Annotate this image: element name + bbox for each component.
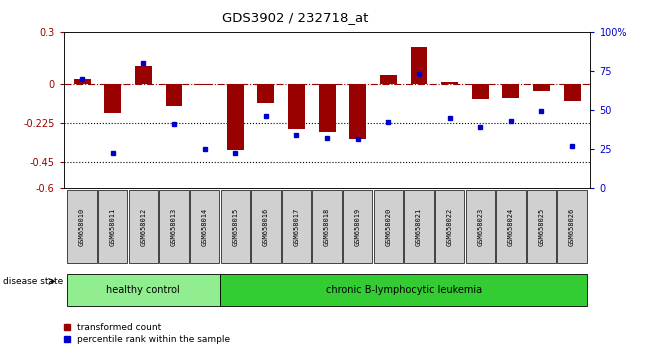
Bar [343,190,372,263]
Text: GSM658011: GSM658011 [110,207,115,246]
Text: GSM658020: GSM658020 [385,207,391,246]
Bar [282,190,311,263]
Text: GSM658022: GSM658022 [447,207,453,246]
Bar [258,84,274,103]
Bar [221,190,250,263]
Bar [135,67,152,84]
Text: GSM658012: GSM658012 [140,207,146,246]
Bar [190,190,219,263]
Text: GSM658023: GSM658023 [477,207,483,246]
Bar [533,84,550,91]
Text: GSM658019: GSM658019 [355,207,361,246]
Bar [496,190,525,263]
Bar [129,190,158,263]
Bar [527,190,556,263]
Text: disease state: disease state [3,277,63,286]
Text: GDS3902 / 232718_at: GDS3902 / 232718_at [222,11,368,24]
Bar [503,84,519,98]
Bar [319,84,336,132]
Bar [288,84,305,129]
Bar [313,190,342,263]
Text: GSM658024: GSM658024 [508,207,514,246]
Text: GSM658025: GSM658025 [539,207,544,246]
Bar [558,190,587,263]
Bar [472,84,488,99]
Bar [196,84,213,85]
Bar [74,79,91,84]
Text: GSM658016: GSM658016 [263,207,269,246]
Bar [466,190,495,263]
Text: GSM658015: GSM658015 [232,207,238,246]
Text: GSM658010: GSM658010 [79,207,85,246]
Text: GSM658017: GSM658017 [293,207,299,246]
Bar [227,84,244,149]
Text: GSM658018: GSM658018 [324,207,330,246]
Text: GSM658026: GSM658026 [569,207,575,246]
Bar [374,190,403,263]
Text: transformed count: transformed count [77,323,162,332]
Text: percentile rank within the sample: percentile rank within the sample [77,335,230,344]
Text: GSM658013: GSM658013 [171,207,177,246]
Bar [350,84,366,139]
Bar [67,274,220,306]
Text: GSM658014: GSM658014 [201,207,207,246]
Text: healthy control: healthy control [107,285,180,295]
Bar [159,190,189,263]
Text: chronic B-lymphocytic leukemia: chronic B-lymphocytic leukemia [325,285,482,295]
Bar [411,47,427,84]
Bar [67,190,97,263]
Bar [442,82,458,84]
Bar [435,190,464,263]
Bar [564,84,580,101]
Bar [251,190,280,263]
Bar [380,75,397,84]
Text: GSM658021: GSM658021 [416,207,422,246]
Bar [98,190,127,263]
Bar [104,84,121,113]
Bar [405,190,433,263]
Bar [166,84,183,106]
Bar [220,274,587,306]
